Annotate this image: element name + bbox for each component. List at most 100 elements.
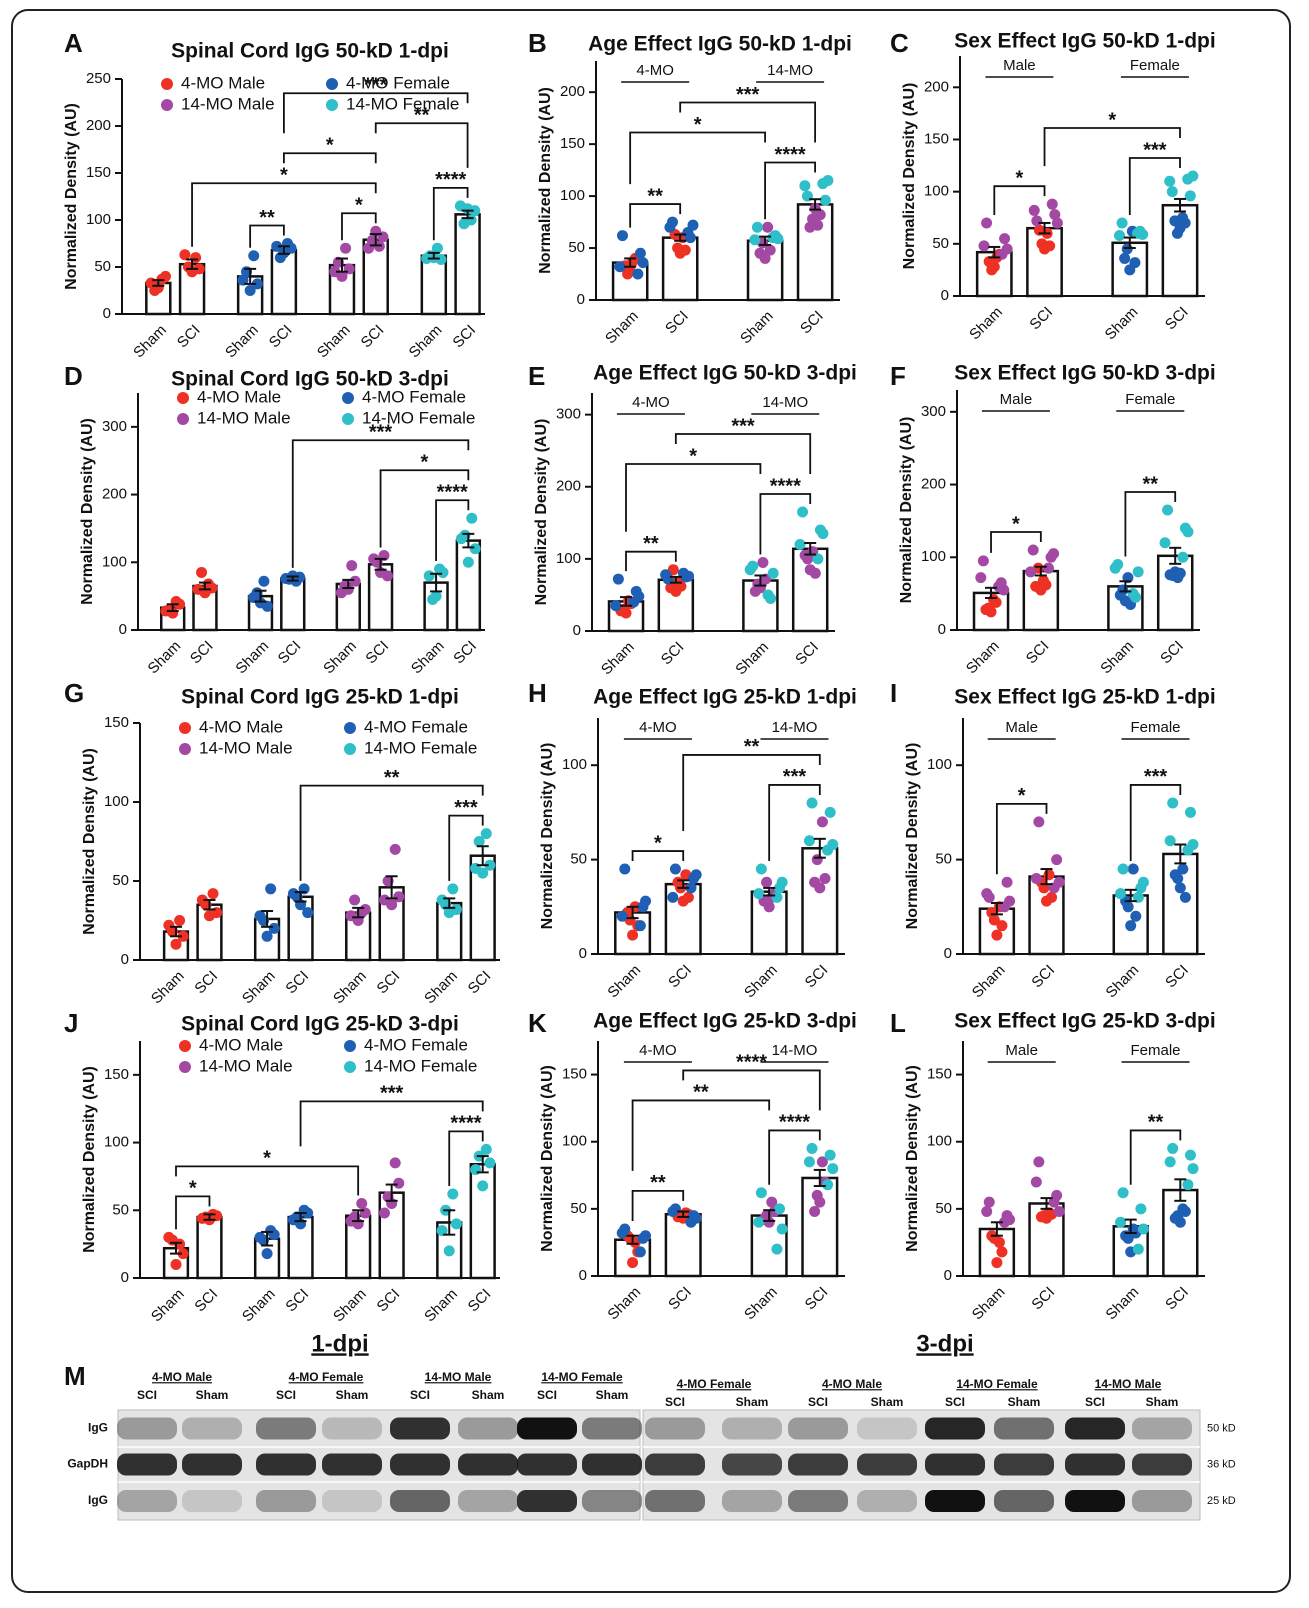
significance-label: * bbox=[1018, 785, 1026, 807]
blot-row-label: IgG bbox=[88, 1493, 108, 1507]
legend-marker bbox=[161, 78, 173, 90]
significance-label: * bbox=[654, 832, 662, 854]
data-point bbox=[1118, 1187, 1129, 1198]
data-point bbox=[346, 560, 357, 571]
group-label: 14-MO bbox=[772, 1042, 818, 1059]
blot-lane-label: SCI bbox=[808, 1395, 828, 1409]
panel-letter: G bbox=[64, 678, 84, 708]
data-point bbox=[998, 585, 1009, 596]
blot-band bbox=[722, 1454, 782, 1476]
data-point bbox=[470, 543, 481, 554]
data-point bbox=[1028, 545, 1039, 556]
y-tick-label: 100 bbox=[104, 793, 129, 810]
data-point bbox=[772, 233, 783, 244]
blot-row-label: GapDH bbox=[67, 1457, 108, 1471]
blot-lane-label: Sham bbox=[196, 1388, 229, 1402]
blot-band bbox=[182, 1418, 242, 1440]
data-point bbox=[379, 894, 390, 905]
data-point bbox=[632, 269, 643, 280]
data-point bbox=[1170, 1213, 1181, 1224]
y-tick-label: 50 bbox=[112, 1201, 129, 1218]
data-point bbox=[1138, 877, 1149, 888]
data-point bbox=[757, 557, 768, 568]
y-axis-label: Normalized Density (AU) bbox=[537, 87, 554, 274]
group-label: 4-MO bbox=[639, 719, 677, 736]
data-point bbox=[825, 1150, 836, 1161]
data-point bbox=[280, 573, 291, 584]
blot-band bbox=[645, 1454, 705, 1476]
data-point bbox=[1170, 869, 1181, 880]
chart-title: Age Effect IgG 25-kD 3-dpi bbox=[593, 1010, 857, 1033]
figure: 1-dpi 3-dpi M ASpinal Cord IgG 50-kD 1-d… bbox=[0, 0, 1309, 1603]
data-point bbox=[627, 1257, 638, 1268]
blot-band bbox=[390, 1490, 450, 1512]
legend-marker bbox=[344, 1040, 356, 1052]
significance-label: * bbox=[326, 135, 334, 157]
data-point bbox=[765, 593, 776, 604]
data-point bbox=[745, 564, 756, 575]
data-point bbox=[749, 234, 760, 245]
bar bbox=[456, 214, 480, 314]
data-point bbox=[617, 1228, 628, 1239]
data-point bbox=[1046, 892, 1057, 903]
blot-lane-label: Sham bbox=[871, 1395, 904, 1409]
blot-band bbox=[182, 1490, 242, 1512]
data-point bbox=[667, 892, 678, 903]
data-point bbox=[1120, 1230, 1131, 1241]
data-point bbox=[390, 844, 401, 855]
blot-band bbox=[1065, 1418, 1125, 1440]
data-point bbox=[771, 1244, 782, 1255]
blot-band bbox=[458, 1418, 518, 1440]
group-label: 14-MO bbox=[762, 394, 808, 411]
blot-band bbox=[788, 1490, 848, 1512]
section-label: 1-dpi bbox=[311, 1330, 368, 1357]
blot-lane-label: Sham bbox=[736, 1395, 769, 1409]
data-point bbox=[1130, 911, 1141, 922]
data-point bbox=[797, 507, 808, 518]
blot-band bbox=[925, 1454, 985, 1476]
data-point bbox=[1030, 581, 1041, 592]
blot-band bbox=[322, 1454, 382, 1476]
data-point bbox=[174, 915, 185, 926]
data-point bbox=[427, 594, 438, 605]
blot-band bbox=[857, 1490, 917, 1512]
data-point bbox=[1033, 816, 1044, 827]
data-point bbox=[685, 232, 696, 243]
blot-lane-label: SCI bbox=[137, 1388, 157, 1402]
data-point bbox=[363, 243, 374, 254]
data-point bbox=[350, 576, 361, 587]
section-label: 3-dpi bbox=[916, 1330, 973, 1357]
data-point bbox=[458, 218, 469, 229]
data-point bbox=[986, 907, 997, 918]
data-point bbox=[1114, 230, 1125, 241]
y-tick-label: 100 bbox=[927, 756, 952, 773]
data-point bbox=[614, 261, 625, 272]
significance-label: *** bbox=[364, 75, 388, 97]
data-point bbox=[451, 904, 462, 915]
legend-label: 4-MO Female bbox=[364, 1035, 468, 1054]
data-point bbox=[999, 233, 1010, 244]
blot-band bbox=[322, 1418, 382, 1440]
y-tick-label: 0 bbox=[944, 945, 952, 962]
blot-band bbox=[582, 1418, 642, 1440]
data-point bbox=[1180, 892, 1191, 903]
legend-marker bbox=[177, 413, 189, 425]
blot-band bbox=[256, 1418, 316, 1440]
data-point bbox=[206, 583, 217, 594]
data-point bbox=[1165, 569, 1176, 580]
y-tick-label: 50 bbox=[94, 258, 111, 275]
data-point bbox=[1128, 864, 1139, 875]
legend-marker bbox=[326, 99, 338, 111]
data-point bbox=[619, 864, 630, 875]
significance-label: ** bbox=[693, 1082, 709, 1104]
y-tick-label: 0 bbox=[579, 1267, 587, 1284]
y-tick-label: 0 bbox=[577, 291, 585, 308]
data-point bbox=[1002, 244, 1013, 255]
data-point bbox=[820, 195, 831, 206]
y-tick-label: 200 bbox=[924, 78, 949, 95]
legend-label: 14-MO Female bbox=[364, 738, 477, 757]
blot-row-label: IgG bbox=[88, 1421, 108, 1435]
group-label: 4-MO bbox=[632, 394, 670, 411]
data-point bbox=[822, 1179, 833, 1190]
panel-letter: E bbox=[528, 361, 545, 391]
